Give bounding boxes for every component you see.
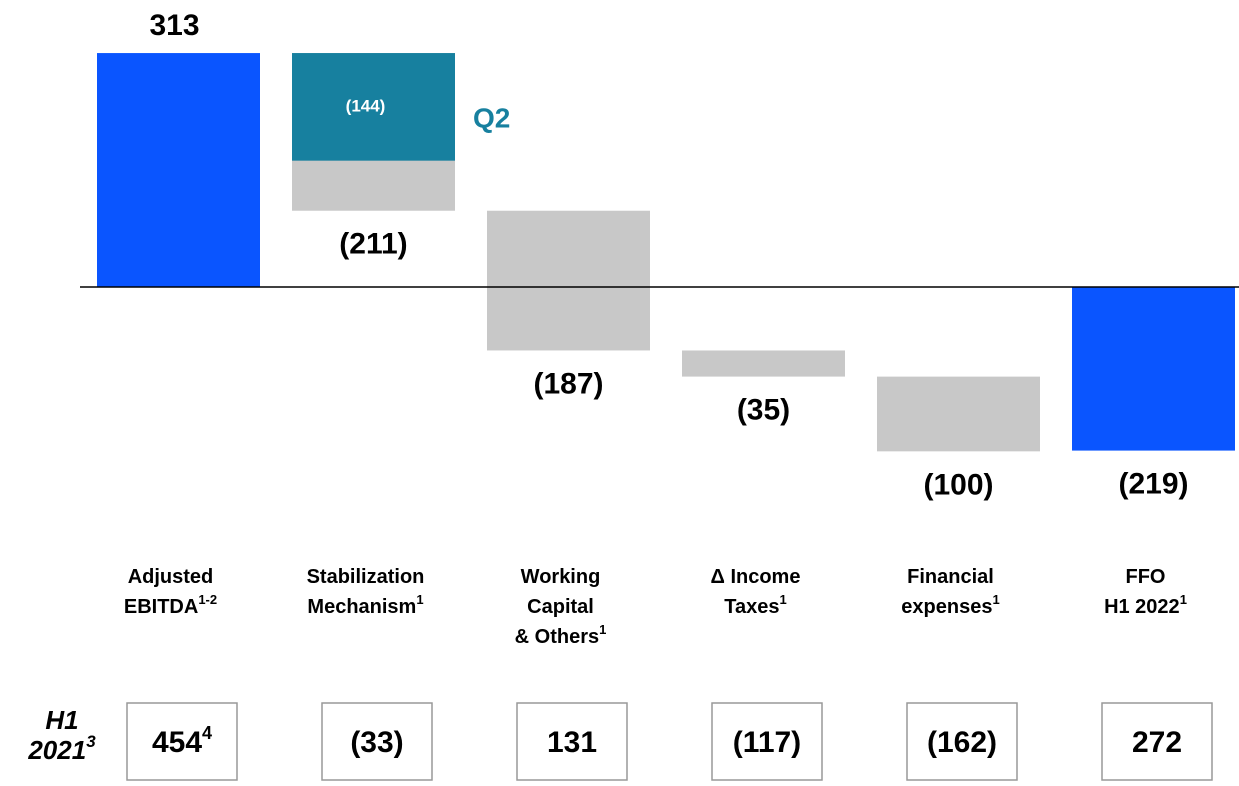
comparison-box: [711, 702, 823, 781]
comparison-box: [1101, 702, 1213, 781]
comparison-value-text: 272: [1132, 726, 1182, 759]
category-note: 1: [992, 592, 999, 607]
category-label: EBITDA1-2: [124, 592, 217, 618]
value-label: (100): [923, 468, 993, 501]
category-note: 1: [599, 622, 606, 637]
comparison-note: 4: [202, 723, 212, 743]
value-label: (219): [1118, 468, 1188, 501]
q2-value-label: (144): [346, 96, 386, 115]
value-label: (35): [737, 394, 790, 427]
bar: [682, 350, 845, 377]
comparison-value: 131: [547, 726, 597, 759]
category-label: expenses1: [901, 592, 999, 618]
category-label: Taxes1: [724, 592, 786, 618]
category-label: Capital: [527, 596, 594, 618]
bar: [97, 53, 260, 287]
category-label-text: Financial: [907, 566, 994, 588]
comparison-label: 20213: [27, 732, 96, 764]
category-label-text: EBITDA: [124, 596, 198, 618]
category-label-text: expenses: [901, 596, 992, 618]
comparison-value-text: (162): [927, 726, 997, 759]
category-label: & Others1: [515, 622, 607, 648]
category-label-text: FFO: [1126, 566, 1166, 588]
category-label: Stabilization: [307, 566, 425, 588]
comparison-value-text: (117): [733, 726, 801, 759]
category-label-text: Stabilization: [307, 566, 425, 588]
category-label-text: Δ Income: [711, 566, 801, 588]
comparison-label-text: 2021: [27, 735, 86, 765]
q2-segment: [292, 53, 455, 161]
bar: [877, 376, 1040, 452]
category-note: 1-2: [198, 592, 217, 607]
category-label-text: Capital: [527, 596, 594, 618]
bar: [487, 210, 650, 351]
comparison-value: (33): [350, 726, 403, 759]
category-note: 1: [1180, 592, 1187, 607]
category-label-text: H1 2022: [1104, 596, 1180, 618]
comparison-value-text: 131: [547, 726, 597, 759]
value-label: (211): [339, 228, 407, 261]
category-label: FFO: [1126, 566, 1166, 588]
comparison-label-note: 3: [86, 732, 96, 751]
category-label: Adjusted: [128, 566, 214, 588]
category-label-text: Working: [521, 566, 601, 588]
q2-label: Q2: [473, 102, 510, 133]
comparison-value: (117): [733, 726, 801, 759]
comparison-box: [906, 702, 1018, 781]
category-label-text: Taxes: [724, 596, 779, 618]
category-label: Mechanism1: [307, 592, 423, 618]
category-label: Financial: [907, 566, 994, 588]
comparison-value: (162): [927, 726, 997, 759]
category-label: H1 20221: [1104, 592, 1187, 618]
bar: [1072, 286, 1235, 451]
comparison-value-text: 454: [152, 726, 202, 759]
category-label: Working: [521, 566, 601, 588]
comparison-value: 4544: [152, 723, 212, 759]
category-note: 1: [780, 592, 787, 607]
category-label-text: Mechanism: [307, 596, 416, 618]
category-label: Δ Income: [711, 566, 801, 588]
comparison-value: 272: [1132, 726, 1182, 759]
comparison-box: [126, 702, 238, 781]
category-label-text: Adjusted: [128, 566, 214, 588]
comparison-value-text: (33): [350, 726, 403, 759]
value-label: 313: [149, 9, 199, 42]
value-label: (187): [533, 367, 603, 400]
comparison-box: [516, 702, 628, 781]
comparison-box: [321, 702, 433, 781]
category-label-text: & Others: [515, 626, 599, 648]
comparison-label: H1: [45, 705, 78, 735]
category-note: 1: [416, 592, 423, 607]
